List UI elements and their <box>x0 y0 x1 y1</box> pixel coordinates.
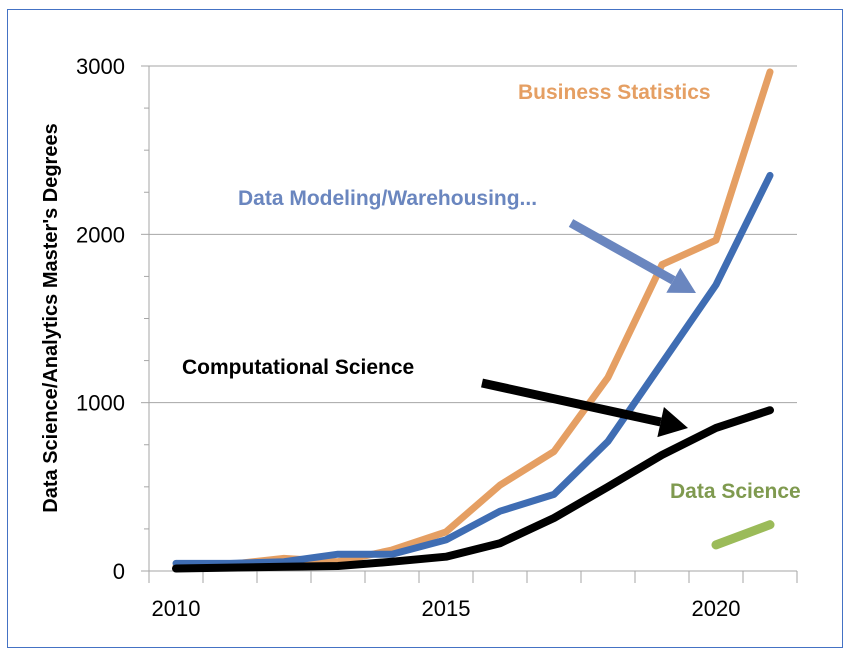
x-tick-label: 2020 <box>692 596 741 621</box>
gridlines <box>149 65 797 404</box>
series-data-science <box>711 520 775 550</box>
y-tick-label: 1000 <box>76 391 125 416</box>
arrow-computational-science <box>481 378 688 438</box>
axes: 0 1000 2000 3000 2010 2015 2020 <box>76 54 798 621</box>
series-computational-science <box>172 406 774 573</box>
arrow-computational-science-head <box>657 406 688 438</box>
y-tick-label: 0 <box>113 559 125 584</box>
y-axis-label: Data Science/Analytics Master's Degrees <box>40 123 62 512</box>
series-data-modeling-warehousing <box>172 171 774 567</box>
arrow-data-modeling-head <box>666 267 696 293</box>
annotation-data-science: Data Science <box>670 480 801 503</box>
arrow-data-modeling <box>568 219 696 293</box>
arrow-data-modeling-shaft <box>568 219 676 285</box>
annotation-arrows <box>481 219 696 438</box>
x-tick-label: 2015 <box>422 596 471 621</box>
series-lines <box>172 68 775 573</box>
y-tick-label: 3000 <box>76 54 125 79</box>
arrow-computational-science-shaft <box>481 378 662 427</box>
y-tick-label: 2000 <box>76 222 125 247</box>
annotation-data-modeling: Data Modeling/Warehousing... <box>238 187 537 210</box>
x-tick-label: 2010 <box>152 596 201 621</box>
annotation-business-statistics: Business Statistics <box>518 81 711 104</box>
annotation-computational-science: Computational Science <box>182 356 414 379</box>
